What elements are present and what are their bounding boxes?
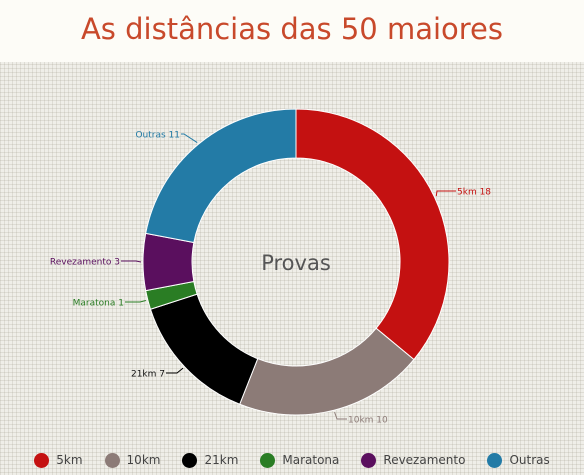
leader-lines-group — [121, 133, 456, 420]
leader-line-outras — [181, 133, 198, 143]
legend-swatch — [487, 452, 503, 468]
legend-swatch — [104, 452, 120, 468]
zigzag-path — [0, 56, 584, 62]
header-band — [0, 0, 584, 62]
legend-swatch — [34, 452, 50, 468]
legend-item-10km[interactable]: 10km — [104, 452, 161, 468]
legend-label: 5km — [56, 453, 83, 467]
center-label: Provas — [261, 251, 331, 275]
slice-5km[interactable] — [295, 108, 450, 361]
legend-label: Maratona — [282, 453, 340, 467]
legend-item-maratona[interactable]: Maratona — [260, 452, 340, 468]
slice-21km[interactable] — [149, 293, 259, 405]
leader-line-10km — [334, 411, 347, 420]
donut-chart: 5km 18 10km 10 21km 7 Maratona 1 Revezamento… — [50, 108, 491, 426]
slice-label-outras: Outras 11 — [135, 131, 180, 141]
legend-item-outras[interactable]: Outras — [487, 452, 550, 468]
leader-line-revezamento — [121, 260, 142, 263]
slice-label-21km: 21km 7 — [131, 370, 165, 380]
leader-line-maratona — [125, 300, 146, 303]
slice-10km[interactable] — [239, 327, 415, 416]
legend-swatch — [260, 452, 276, 468]
leader-line-21km — [166, 367, 184, 374]
slice-outras[interactable] — [145, 108, 297, 244]
slice-label-revezamento: Revezamento 3 — [50, 258, 120, 268]
legend-label: Outras — [509, 453, 550, 467]
leader-line-5km — [435, 190, 456, 197]
slice-label-5km: 5km 18 — [457, 188, 491, 198]
slice-labels-group: 5km 18 10km 10 21km 7 Maratona 1 Revezamento… — [50, 131, 491, 426]
slice-label-10km: 10km 10 — [348, 416, 388, 426]
legend-swatch — [361, 452, 377, 468]
slice-revezamento[interactable] — [142, 232, 195, 292]
chart-title: As distâncias das 50 maiores — [80, 12, 504, 46]
header-zigzag-edge — [0, 56, 584, 62]
legend: 5km 10km 21km Maratona Revezamento Outras — [0, 448, 584, 472]
legend-item-21km[interactable]: 21km — [182, 452, 239, 468]
legend-item-revezamento[interactable]: Revezamento — [361, 452, 466, 468]
legend-label: Revezamento — [383, 453, 466, 467]
legend-item-5km[interactable]: 5km — [34, 452, 83, 468]
slice-label-maratona: Maratona 1 — [73, 299, 124, 309]
slices-group — [142, 108, 450, 416]
legend-label: 21km — [204, 453, 239, 467]
legend-swatch — [182, 452, 198, 468]
legend-label: 10km — [126, 453, 161, 467]
